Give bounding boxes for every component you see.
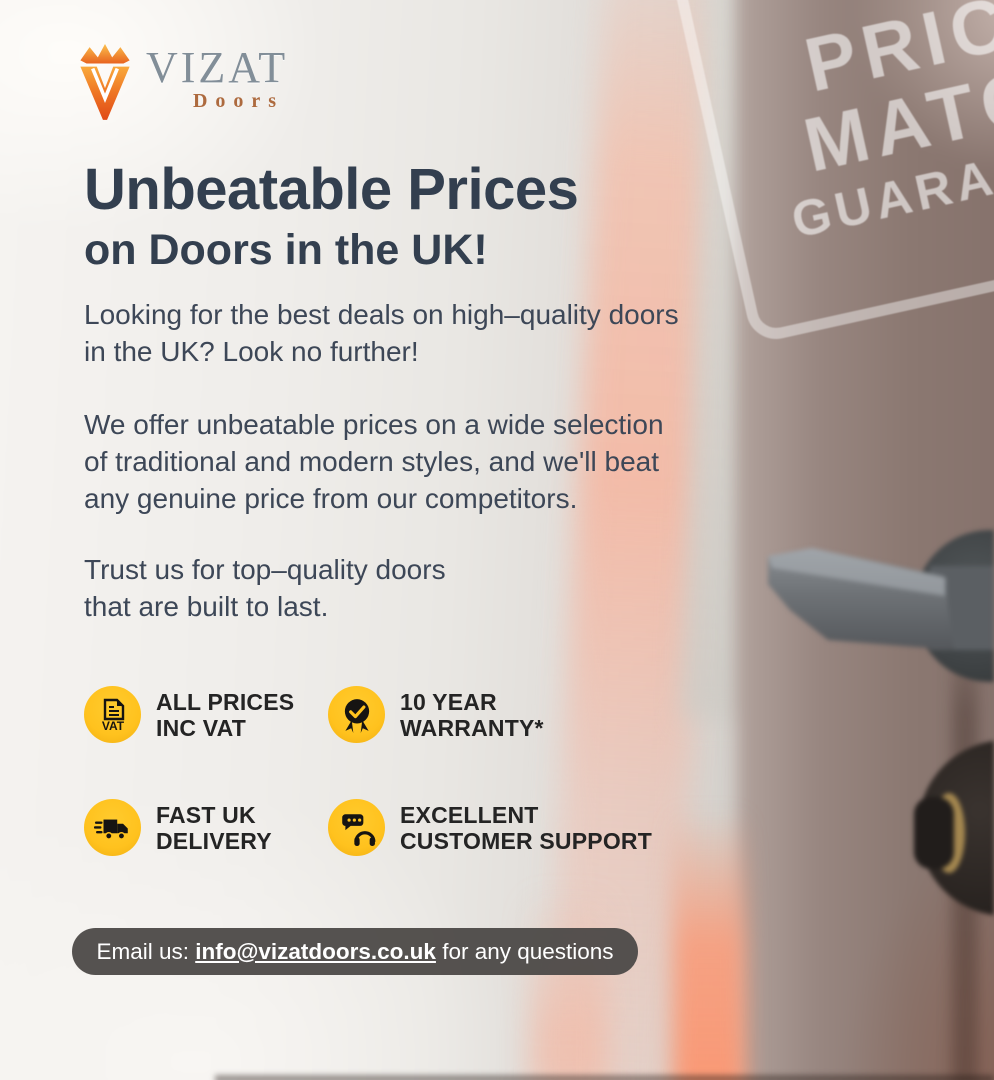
offer-line: of traditional and modern styles, and we… [84,446,660,477]
trust-paragraph: Trust us for top–quality doors that are … [84,551,446,625]
contact-email-link[interactable]: info@vizatdoors.co.uk [195,938,436,964]
feature-label: 10 YEAR WARRANTY* [400,688,544,741]
headline-primary: Unbeatable Prices [84,157,579,222]
feature-label: EXCELLENT CUSTOMER SUPPORT [400,801,652,854]
brand-logo: VIZAT Doors [70,43,289,124]
intro-line: Looking for the best deals on high–quali… [84,299,679,330]
contact-suffix: for any questions [435,938,614,964]
customer-support-icon [328,799,385,856]
feature-label: ALL PRICES INC VAT [156,688,295,741]
brand-name: VIZAT [146,43,289,92]
contact-prefix: Email us: [96,938,196,964]
intro-paragraph: Looking for the best deals on high–quali… [84,296,679,370]
crown-icon [80,44,130,64]
v-mark-icon [80,66,130,120]
brand-wordmark: VIZAT Doors [146,43,289,113]
intro-line: in the UK? Look no further! [84,336,419,367]
trust-line: Trust us for top–quality doors [84,554,446,585]
brand-tagline: Doors [192,90,285,113]
feature-excellent-customer-support: EXCELLENT CUSTOMER SUPPORT [328,799,652,856]
warranty-medal-icon [328,686,385,743]
brand-logo-icon [80,44,130,120]
headline-secondary: on Doors in the UK! [84,226,488,274]
delivery-truck-icon [84,799,141,856]
offer-line: any genuine price from our competitors. [84,483,578,514]
offer-line: We offer unbeatable prices on a wide sel… [84,409,664,440]
vat-receipt-icon: VAT [84,686,141,743]
trust-line: that are built to last. [84,591,329,622]
vat-icon-label: VAT [101,719,124,733]
deadbolt-thumbturn [914,797,954,869]
offer-paragraph: We offer unbeatable prices on a wide sel… [84,406,664,517]
feature-fast-uk-delivery: FAST UK DELIVERY [84,799,272,856]
feature-10-year-warranty: 10 YEAR WARRANTY* [328,686,544,743]
feature-label: FAST UK DELIVERY [156,801,272,854]
feature-all-prices-inc-vat: VAT ALL PRICES INC VAT [84,686,294,743]
contact-pill: Email us: info@vizatdoors.co.uk for any … [72,928,638,975]
